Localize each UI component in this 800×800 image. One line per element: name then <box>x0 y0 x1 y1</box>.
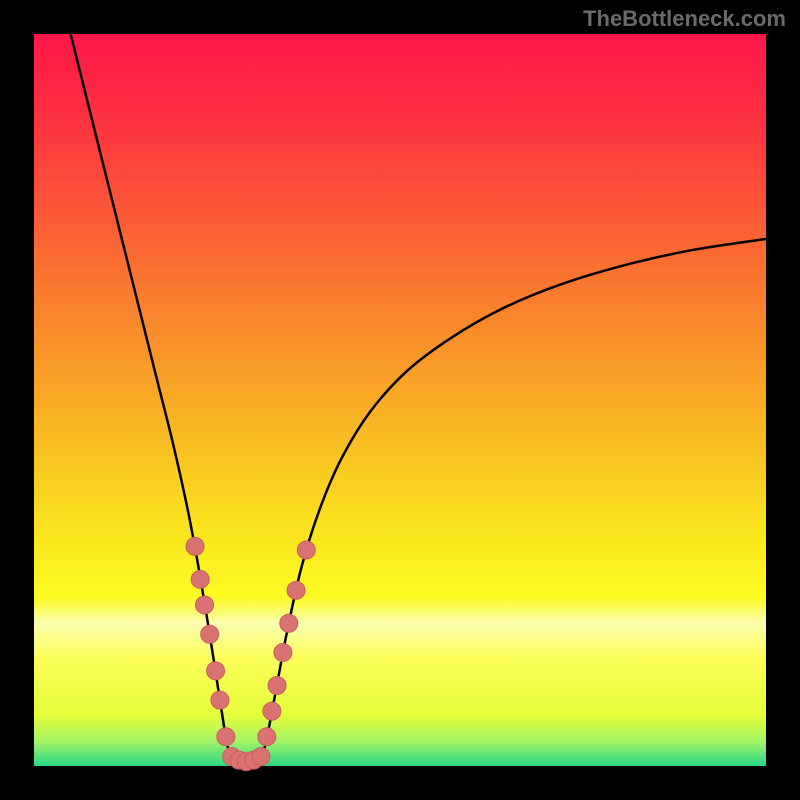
data-marker <box>201 625 219 643</box>
root: TheBottleneck.com <box>0 0 800 800</box>
data-marker <box>258 728 276 746</box>
data-marker <box>287 581 305 599</box>
chart-svg <box>0 0 800 800</box>
data-marker <box>191 570 209 588</box>
data-marker <box>207 662 225 680</box>
data-marker <box>280 614 298 632</box>
data-marker <box>196 596 214 614</box>
bottleneck-curve <box>71 34 766 763</box>
watermark-text: TheBottleneck.com <box>583 6 786 32</box>
data-marker <box>211 691 229 709</box>
data-marker <box>186 537 204 555</box>
data-marker <box>274 644 292 662</box>
data-marker <box>252 747 270 765</box>
data-marker <box>297 541 315 559</box>
data-marker <box>268 676 286 694</box>
data-marker <box>217 728 235 746</box>
data-markers <box>186 537 315 770</box>
data-marker <box>263 702 281 720</box>
